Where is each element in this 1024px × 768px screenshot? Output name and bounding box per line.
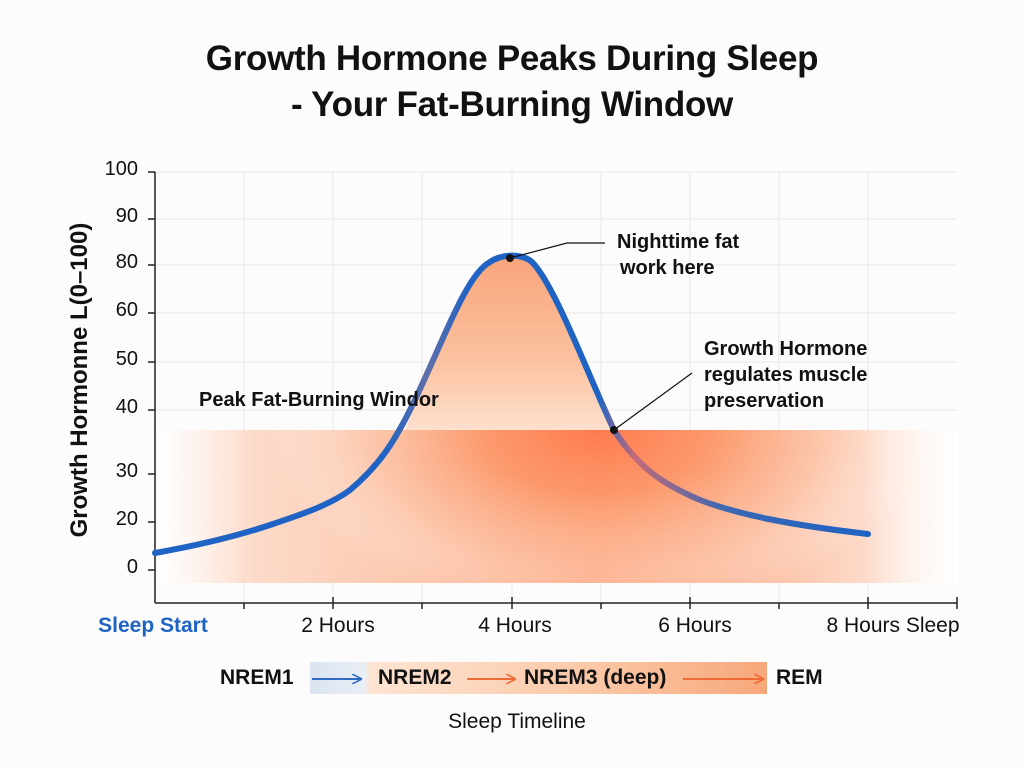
stage-nrem1: NREM1: [220, 666, 294, 689]
peak-annotation-line1: Nighttime fat: [617, 231, 740, 253]
y-tick-label: 100: [104, 158, 138, 180]
y-tick-label: 90: [115, 205, 138, 227]
x-axis-title: Sleep Timeline: [448, 710, 586, 733]
muscle-annotation-line2: regulates muscle: [704, 364, 868, 386]
x-tick-label: 4 Hours: [478, 614, 552, 637]
annotation-leaders: [509, 242, 693, 431]
x-tick-label: 6 Hours: [658, 614, 732, 637]
muscle-annotation-line1: Growth Hormone: [704, 338, 868, 360]
peak-annotation: Nighttime fat work here: [617, 229, 739, 281]
peak-area-fill: [405, 255, 612, 430]
x-tick-label-sleep-start: Sleep Start: [98, 614, 208, 637]
peak-annotation-line2: work here: [620, 257, 715, 279]
y-tick-label: 50: [115, 348, 138, 370]
growth-hormone-curve: [152, 252, 871, 556]
stage-rem: REM: [776, 666, 823, 689]
y-tick-label: 80: [115, 251, 138, 273]
peak-marker: [506, 254, 514, 262]
chart-title-line2: - Your Fat-Burning Window: [291, 85, 733, 124]
stage-nrem2: NREM2: [378, 666, 452, 689]
y-tick-label: 60: [115, 299, 138, 321]
y-tick-label: 0: [126, 556, 138, 578]
x-tick-label: 8 Hours Sleep: [826, 614, 960, 637]
y-tick-label: 40: [115, 396, 138, 418]
y-tick-label: 20: [115, 508, 138, 530]
muscle-annotation: Growth Hormone regulates muscle preserva…: [704, 336, 867, 414]
chart-title-line1: Growth Hormone Peaks During Sleep: [205, 39, 819, 78]
fat-burning-band: [158, 430, 958, 583]
window-annotation: Peak Fat-Burning Windor: [199, 389, 439, 411]
muscle-annotation-line3: preservation: [704, 390, 825, 412]
axes: [148, 171, 958, 609]
muscle-marker: [610, 426, 618, 434]
chart-title: Growth Hormone Peaks During Sleep - Your…: [0, 36, 1024, 128]
stage-nrem3: NREM3 (deep): [524, 666, 667, 689]
y-tick-label: 30: [115, 460, 138, 482]
x-tick-label: 2 Hours: [301, 614, 375, 637]
